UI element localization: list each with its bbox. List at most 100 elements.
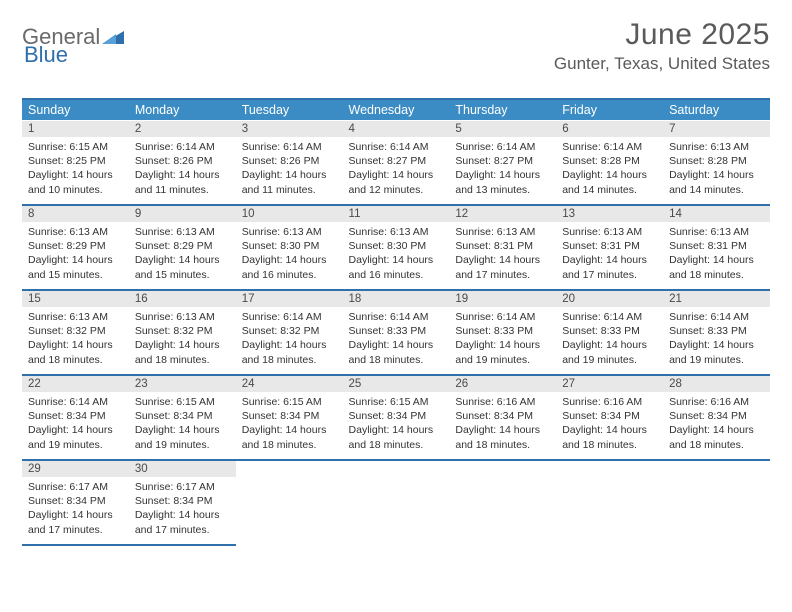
daylight-text: and 19 minutes. [135, 438, 230, 452]
daylight-text: and 18 minutes. [242, 438, 337, 452]
daylight-text: Daylight: 14 hours [455, 253, 550, 267]
day-number-cell: 15 [22, 290, 129, 307]
day-detail-cell: Sunrise: 6:13 AMSunset: 8:31 PMDaylight:… [663, 222, 770, 290]
title-block: June 2025 Gunter, Texas, United States [554, 18, 770, 74]
sunset-text: Sunset: 8:28 PM [669, 154, 764, 168]
calendar-body: 1234567Sunrise: 6:15 AMSunset: 8:25 PMDa… [22, 121, 770, 546]
daylight-text: and 18 minutes. [135, 353, 230, 367]
day-number: 18 [349, 293, 362, 305]
day-number: 27 [562, 378, 575, 390]
day-detail-cell [556, 477, 663, 545]
sunrise-text: Sunrise: 6:15 AM [349, 395, 444, 409]
daylight-text: Daylight: 14 hours [562, 338, 657, 352]
logo-triangle-icon [102, 24, 124, 50]
sunrise-text: Sunrise: 6:13 AM [562, 225, 657, 239]
sunrise-text: Sunrise: 6:15 AM [28, 140, 123, 154]
sunrise-text: Sunrise: 6:13 AM [242, 225, 337, 239]
day-detail-cell: Sunrise: 6:14 AMSunset: 8:33 PMDaylight:… [556, 307, 663, 375]
daylight-text: Daylight: 14 hours [669, 168, 764, 182]
daylight-text: and 18 minutes. [242, 353, 337, 367]
day-number-cell: 11 [343, 205, 450, 222]
sunrise-text: Sunrise: 6:15 AM [242, 395, 337, 409]
brand-part2: Blue [24, 42, 68, 67]
sunrise-text: Sunrise: 6:14 AM [349, 310, 444, 324]
day-number-cell [236, 460, 343, 477]
sunset-text: Sunset: 8:32 PM [135, 324, 230, 338]
sunset-text: Sunset: 8:33 PM [455, 324, 550, 338]
sunset-text: Sunset: 8:34 PM [135, 494, 230, 508]
daylight-text: Daylight: 14 hours [28, 338, 123, 352]
sunrise-text: Sunrise: 6:13 AM [135, 310, 230, 324]
day-number-cell: 30 [129, 460, 236, 477]
sunrise-text: Sunrise: 6:16 AM [669, 395, 764, 409]
sunrise-text: Sunrise: 6:14 AM [455, 140, 550, 154]
dow-monday: Monday [129, 99, 236, 121]
day-number-cell [343, 460, 450, 477]
day-number-cell: 2 [129, 121, 236, 138]
daylight-text: and 18 minutes. [455, 438, 550, 452]
sunset-text: Sunset: 8:31 PM [562, 239, 657, 253]
daylight-text: Daylight: 14 hours [669, 338, 764, 352]
sunset-text: Sunset: 8:29 PM [28, 239, 123, 253]
daylight-text: Daylight: 14 hours [455, 168, 550, 182]
day-detail-cell: Sunrise: 6:14 AMSunset: 8:28 PMDaylight:… [556, 137, 663, 205]
sunrise-text: Sunrise: 6:14 AM [242, 310, 337, 324]
daylight-text: Daylight: 14 hours [349, 338, 444, 352]
daylight-text: Daylight: 14 hours [135, 253, 230, 267]
daylight-text: and 11 minutes. [242, 183, 337, 197]
day-number: 1 [28, 123, 34, 135]
daylight-text: and 13 minutes. [455, 183, 550, 197]
day-number: 22 [28, 378, 41, 390]
day-number: 13 [562, 208, 575, 220]
day-detail-cell [236, 477, 343, 545]
day-detail-cell: Sunrise: 6:14 AMSunset: 8:34 PMDaylight:… [22, 392, 129, 460]
day-detail-cell: Sunrise: 6:15 AMSunset: 8:34 PMDaylight:… [343, 392, 450, 460]
daylight-text: and 19 minutes. [562, 353, 657, 367]
table-row: 22232425262728 [22, 375, 770, 392]
daylight-text: and 18 minutes. [562, 438, 657, 452]
daylight-text: Daylight: 14 hours [135, 338, 230, 352]
day-number-cell: 9 [129, 205, 236, 222]
day-number-cell: 24 [236, 375, 343, 392]
sunrise-text: Sunrise: 6:13 AM [28, 225, 123, 239]
daylight-text: and 16 minutes. [242, 268, 337, 282]
sunset-text: Sunset: 8:34 PM [135, 409, 230, 423]
day-number-cell: 16 [129, 290, 236, 307]
day-detail-cell: Sunrise: 6:16 AMSunset: 8:34 PMDaylight:… [556, 392, 663, 460]
daylight-text: Daylight: 14 hours [28, 508, 123, 522]
sunrise-text: Sunrise: 6:13 AM [135, 225, 230, 239]
sunset-text: Sunset: 8:33 PM [349, 324, 444, 338]
day-number: 29 [28, 463, 41, 475]
sunset-text: Sunset: 8:30 PM [349, 239, 444, 253]
sunrise-text: Sunrise: 6:14 AM [135, 140, 230, 154]
daylight-text: Daylight: 14 hours [28, 168, 123, 182]
daylight-text: Daylight: 14 hours [135, 508, 230, 522]
daylight-text: and 17 minutes. [562, 268, 657, 282]
day-number-cell: 13 [556, 205, 663, 222]
daylight-text: and 11 minutes. [135, 183, 230, 197]
table-row: Sunrise: 6:17 AMSunset: 8:34 PMDaylight:… [22, 477, 770, 545]
day-number-cell: 29 [22, 460, 129, 477]
day-detail-cell: Sunrise: 6:14 AMSunset: 8:26 PMDaylight:… [129, 137, 236, 205]
sunrise-text: Sunrise: 6:17 AM [135, 480, 230, 494]
daylight-text: and 14 minutes. [669, 183, 764, 197]
sunset-text: Sunset: 8:31 PM [669, 239, 764, 253]
daylight-text: Daylight: 14 hours [242, 423, 337, 437]
dow-wednesday: Wednesday [343, 99, 450, 121]
daylight-text: and 15 minutes. [28, 268, 123, 282]
sunrise-text: Sunrise: 6:17 AM [28, 480, 123, 494]
sunset-text: Sunset: 8:26 PM [242, 154, 337, 168]
table-row: 891011121314 [22, 205, 770, 222]
day-detail-cell: Sunrise: 6:15 AMSunset: 8:34 PMDaylight:… [236, 392, 343, 460]
day-number-cell [556, 460, 663, 477]
sunrise-text: Sunrise: 6:14 AM [242, 140, 337, 154]
day-detail-cell: Sunrise: 6:14 AMSunset: 8:33 PMDaylight:… [449, 307, 556, 375]
daylight-text: and 19 minutes. [455, 353, 550, 367]
day-number: 9 [135, 208, 141, 220]
daylight-text: Daylight: 14 hours [135, 168, 230, 182]
daylight-text: and 17 minutes. [135, 523, 230, 537]
daylight-text: Daylight: 14 hours [562, 253, 657, 267]
sunset-text: Sunset: 8:34 PM [349, 409, 444, 423]
day-number: 2 [135, 123, 141, 135]
sunrise-text: Sunrise: 6:13 AM [669, 225, 764, 239]
